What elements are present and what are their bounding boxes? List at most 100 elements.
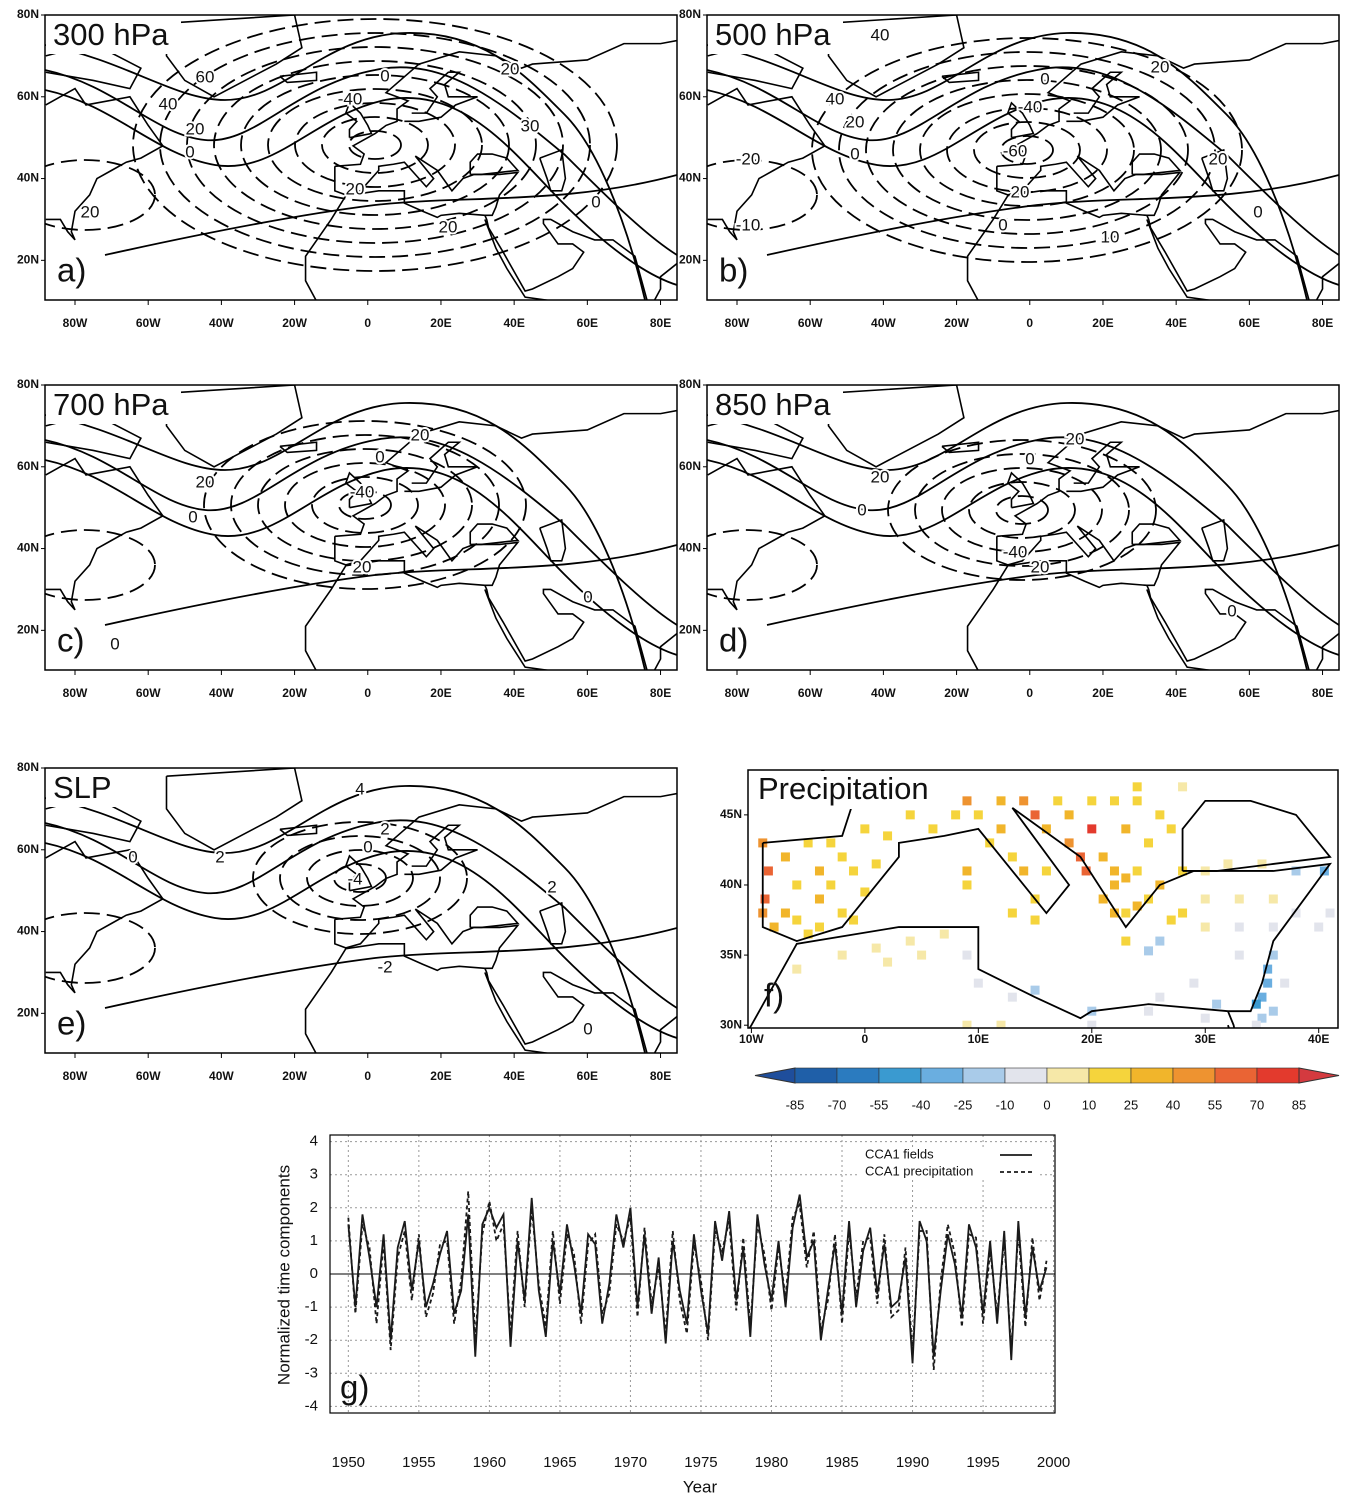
coastline xyxy=(334,409,677,538)
x-tick-label: 80W xyxy=(63,686,88,700)
colorbar-label: -55 xyxy=(870,1097,889,1112)
station xyxy=(803,929,813,939)
contour-label: 20 xyxy=(1209,149,1228,168)
coastline xyxy=(1181,799,1332,872)
coastline xyxy=(827,385,965,468)
station xyxy=(1200,1013,1210,1023)
station xyxy=(1291,866,1301,876)
y-tick-label: 40N xyxy=(720,877,742,891)
legend-label: CCA1 fields xyxy=(865,1146,934,1161)
x-tick-label: 20W xyxy=(282,316,307,330)
colorbar-box xyxy=(1088,1067,1132,1084)
x-tick-label: 20E xyxy=(430,686,451,700)
contour-negative xyxy=(348,130,402,160)
station xyxy=(760,894,770,904)
contour-negative xyxy=(968,481,1076,539)
x-tick-label: 20E xyxy=(1081,1032,1102,1046)
colorbar-box xyxy=(836,1067,880,1084)
panel-label: d) xyxy=(719,622,748,659)
contour-label: 60 xyxy=(196,67,215,86)
station xyxy=(1263,978,1273,988)
station xyxy=(792,915,802,925)
contour-label: 0 xyxy=(1227,601,1236,620)
station xyxy=(1030,810,1040,820)
contour-positive xyxy=(104,927,677,1009)
contour-negative xyxy=(45,529,156,601)
station xyxy=(1189,978,1199,988)
title-bg xyxy=(708,16,843,54)
y-tick-label: 60N xyxy=(679,89,701,103)
map-content xyxy=(45,15,677,300)
station xyxy=(803,838,813,848)
y-tick-label: 40N xyxy=(17,924,39,938)
y-tick-label: 0 xyxy=(310,1265,318,1282)
contour-label: 2 xyxy=(547,877,556,896)
colorbar-box xyxy=(1046,1067,1090,1084)
station xyxy=(1257,859,1267,869)
y-tick-label: 60N xyxy=(679,459,701,473)
contour-negative xyxy=(838,51,1216,249)
coastline xyxy=(304,908,520,1053)
station xyxy=(973,978,983,988)
station xyxy=(939,929,949,939)
station xyxy=(1132,796,1142,806)
station xyxy=(905,936,915,946)
station xyxy=(1155,936,1165,946)
contour-label: 0 xyxy=(850,144,859,163)
contour-label: -10 xyxy=(736,215,761,234)
y-tick-label: 80N xyxy=(679,7,701,21)
x-tick-label: 80E xyxy=(650,1069,671,1083)
station xyxy=(1314,922,1324,932)
contour-label: 2 xyxy=(215,847,224,866)
y-tick-label: -3 xyxy=(305,1364,318,1381)
station xyxy=(860,824,870,834)
station xyxy=(1268,950,1278,960)
contour-label: 20 xyxy=(846,112,865,131)
legend-bg xyxy=(860,1147,1040,1163)
contour-label: 0 xyxy=(380,66,389,85)
contour-label: 0 xyxy=(110,634,119,653)
coastline xyxy=(469,523,520,546)
station xyxy=(1251,1020,1261,1028)
y-tick-label: 60N xyxy=(17,459,39,473)
y-tick-label: 80N xyxy=(17,760,39,774)
contour-label: 20 xyxy=(346,179,365,198)
coastline xyxy=(707,457,827,611)
station xyxy=(780,852,790,862)
station xyxy=(871,859,881,869)
station xyxy=(951,810,961,820)
contour-label: 0 xyxy=(375,447,384,466)
coastline xyxy=(1315,632,1339,670)
coastline xyxy=(484,219,552,300)
x-tick-label: 40W xyxy=(209,1069,234,1083)
x-tick-label: 60W xyxy=(136,686,161,700)
station xyxy=(837,852,847,862)
station xyxy=(1109,908,1119,918)
coastline xyxy=(1006,471,1035,509)
contour-label: 40 xyxy=(159,94,178,113)
coastline xyxy=(827,15,965,98)
contour-negative xyxy=(333,863,387,893)
station xyxy=(1019,866,1029,876)
station xyxy=(973,810,983,820)
station xyxy=(1007,992,1017,1002)
station xyxy=(837,908,847,918)
contour-positive xyxy=(707,436,1339,626)
station xyxy=(1132,901,1142,911)
x-tick-label: 60E xyxy=(1239,686,1260,700)
y-tick-label: -2 xyxy=(305,1331,318,1348)
contour-label: 10 xyxy=(1101,227,1120,246)
contour-positive xyxy=(45,402,646,670)
station xyxy=(860,887,870,897)
contour-negative xyxy=(159,32,591,258)
coastline xyxy=(404,441,478,493)
contour-negative xyxy=(995,495,1049,525)
station xyxy=(905,810,915,820)
station xyxy=(1263,964,1273,974)
contour-negative xyxy=(306,849,414,907)
contour-positive xyxy=(104,174,677,256)
coastline xyxy=(1146,219,1214,300)
